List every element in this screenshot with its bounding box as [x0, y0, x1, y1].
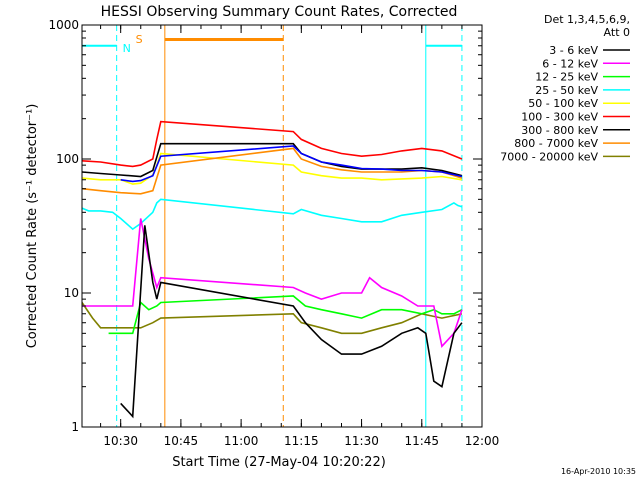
y-axis-label: Corrected Count Rate (s⁻¹ detector⁻¹): [25, 104, 40, 349]
legend-label: 6 - 12 keV: [542, 57, 598, 70]
legend-label: 3 - 6 keV: [549, 44, 598, 57]
series-line: [82, 218, 463, 348]
x-tick-label: 11:45: [404, 434, 439, 448]
render-timestamp: 16-Apr-2010 10:35: [561, 467, 636, 476]
series-line: [81, 152, 463, 185]
y-tick-label: 1: [71, 420, 79, 434]
legend-label: 12 - 25 keV: [535, 71, 598, 84]
series-line: [81, 198, 463, 231]
x-tick-label: 10:45: [164, 434, 199, 448]
y-tick-label: 1000: [48, 18, 79, 32]
y-tick-label: 10: [64, 286, 79, 300]
markers-layer: NS: [82, 25, 463, 427]
legend-label: 100 - 300 keV: [521, 111, 598, 124]
series-line-blue: [120, 145, 463, 183]
legend-label: 300 - 800 keV: [521, 124, 598, 137]
legend-label: 7000 - 20000 keV: [500, 150, 598, 163]
x-tick-label: 11:15: [284, 434, 319, 448]
flag-s: S: [136, 33, 143, 46]
series-layer: [81, 120, 463, 419]
legend-label: 50 - 100 keV: [528, 97, 598, 110]
legend-header-1: Det 1,3,4,5,6,9,: [544, 13, 630, 26]
x-tick-label: 11:00: [224, 434, 259, 448]
series-line: [81, 302, 463, 335]
series-line: [120, 225, 463, 419]
legend-header-2: Att 0: [604, 26, 630, 39]
axes-layer: 1 10 100 1000 10:30 10:45 11:00 11:15 11:30 11:45…: [48, 18, 499, 448]
legend-label: 800 - 7000 keV: [514, 137, 598, 150]
plot-frame: [81, 24, 483, 428]
chart-title: HESSI Observing Summary Count Rates, Cor…: [101, 4, 458, 20]
legend-label: 25 - 50 keV: [535, 84, 598, 97]
series-line: [81, 120, 463, 168]
flag-n: N: [123, 42, 131, 55]
y-tick-label: 100: [56, 152, 79, 166]
x-tick-label: 10:30: [103, 434, 138, 448]
x-tick-label: 12:00: [465, 434, 500, 448]
x-axis-label: Start Time (27-May-04 10:20:22): [172, 455, 386, 470]
x-tick-label: 11:30: [344, 434, 379, 448]
